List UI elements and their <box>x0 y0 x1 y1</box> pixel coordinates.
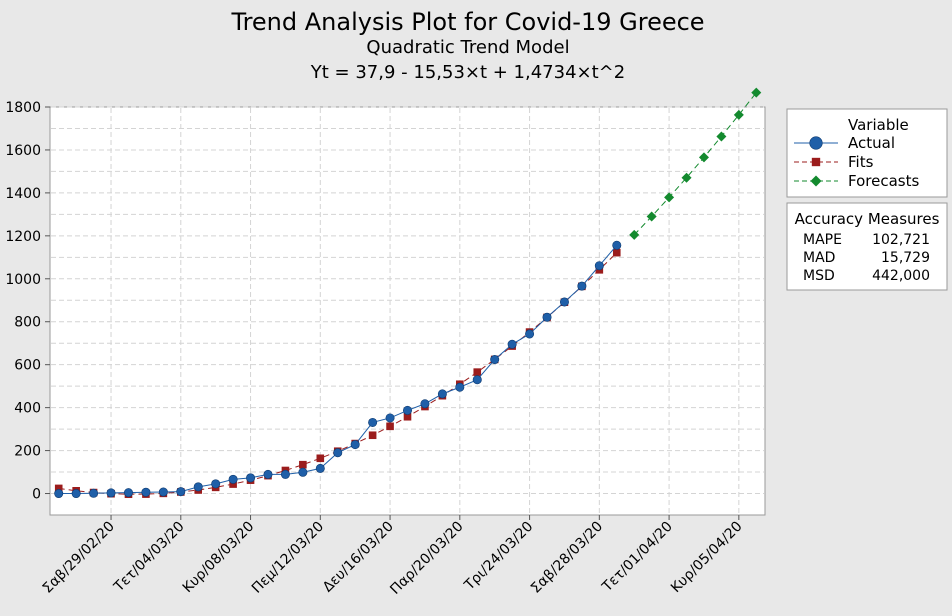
gridlines <box>51 106 764 514</box>
legend-label-fits: Fits <box>848 153 874 171</box>
data-point-fits <box>54 484 63 493</box>
accuracy-label: MAD <box>803 250 835 266</box>
x-tick-label: Κυρ/08/03/20 <box>180 519 258 597</box>
accuracy-label: MAPE <box>803 232 842 248</box>
x-tick-label: Τετ/01/04/20 <box>599 519 676 596</box>
data-point-actual <box>455 382 465 392</box>
trend-equation: Yt = 37,9 - 15,53×t + 1,4734×t^2 <box>310 62 625 83</box>
data-point-actual <box>141 487 151 497</box>
x-tick-label: Σαβ/29/02/20 <box>40 519 118 597</box>
data-point-fits <box>229 480 237 488</box>
chart-subtitle: Quadratic Trend Model <box>366 37 569 58</box>
data-point-actual <box>158 487 168 497</box>
data-point-actual <box>246 473 256 483</box>
data-point-forecasts <box>733 109 744 120</box>
x-tick-label: Κυρ/05/04/20 <box>668 519 746 597</box>
y-tick-label: 400 <box>14 401 41 417</box>
data-point-forecasts <box>716 131 727 142</box>
data-point-fits <box>368 431 377 440</box>
y-tick-label: 1800 <box>5 100 41 116</box>
x-axis: Σαβ/29/02/20Τετ/04/03/20Κυρ/08/03/20Πεμ/… <box>40 515 746 598</box>
plot-area <box>49 106 766 516</box>
y-tick-label: 1600 <box>5 143 41 159</box>
series-layer <box>54 87 762 499</box>
series-line-forecasts <box>633 92 757 236</box>
data-point-actual <box>437 389 447 399</box>
data-point-actual <box>542 312 552 322</box>
y-tick-label: 800 <box>14 315 41 331</box>
data-point-forecasts <box>698 152 709 163</box>
accuracy-label: MSD <box>803 268 835 284</box>
data-point-fits <box>403 412 412 421</box>
data-point-actual <box>490 355 500 365</box>
data-point-actual <box>298 467 308 477</box>
x-tick-label: Πεμ/12/03/20 <box>249 519 327 597</box>
data-point-actual <box>420 399 430 409</box>
series-forecasts <box>629 87 762 240</box>
data-point-actual <box>211 479 221 489</box>
data-point-actual <box>577 281 587 291</box>
x-tick-label: Τρι/24/03/20 <box>461 519 537 595</box>
data-point-actual <box>123 488 133 498</box>
data-point-actual <box>89 488 99 498</box>
x-tick-label: Παρ/20/03/20 <box>387 519 466 598</box>
x-tick-label: Σαβ/28/03/20 <box>528 519 606 597</box>
data-point-actual <box>559 297 569 307</box>
data-point-actual <box>472 375 482 385</box>
accuracy-value: 102,721 <box>872 232 930 248</box>
data-point-actual <box>315 463 325 473</box>
data-point-fits <box>386 422 394 431</box>
series-actual <box>54 240 622 499</box>
data-point-actual <box>525 329 535 339</box>
y-tick-label: 1000 <box>5 272 41 288</box>
data-point-actual <box>594 261 604 271</box>
y-tick-label: 0 <box>32 487 41 503</box>
data-point-actual <box>71 489 81 499</box>
data-point-actual <box>507 339 517 349</box>
data-point-actual <box>333 448 343 458</box>
y-tick-label: 200 <box>14 444 41 460</box>
data-point-forecasts <box>664 192 675 203</box>
data-point-forecasts <box>629 229 640 240</box>
data-point-forecasts <box>646 211 657 222</box>
data-point-fits <box>473 368 482 376</box>
legend-label-forecasts: Forecasts <box>848 172 919 190</box>
legend-marker-forecasts <box>810 175 822 187</box>
accuracy-value: 15,729 <box>881 250 930 266</box>
data-point-forecasts <box>681 172 692 183</box>
accuracy-value: 442,000 <box>872 268 930 284</box>
legend-title: Variable <box>848 116 909 134</box>
data-point-actual <box>263 469 273 479</box>
accuracy-measures: MAPE 102,721 MAD 15,729 MSD 442,000 <box>803 232 930 284</box>
data-point-actual <box>106 488 116 498</box>
data-point-actual <box>350 440 360 450</box>
x-tick-label: Τετ/04/03/20 <box>110 519 187 596</box>
data-point-actual <box>385 413 395 423</box>
accuracy-box <box>786 202 948 291</box>
data-point-actual <box>54 489 64 499</box>
data-point-actual <box>176 487 186 497</box>
data-point-actual <box>612 240 622 250</box>
legend-marker-fits <box>811 157 821 167</box>
x-tick-label: Δευ/16/03/20 <box>320 519 397 596</box>
legend-label-actual: Actual <box>848 134 895 152</box>
data-point-actual <box>368 417 378 427</box>
y-tick-label: 1200 <box>5 229 41 245</box>
data-point-forecasts <box>751 87 762 98</box>
y-tick-label: 600 <box>14 358 41 374</box>
legend-marker-actual <box>809 136 823 150</box>
data-point-actual <box>193 482 203 492</box>
data-point-fits <box>299 460 307 469</box>
data-point-fits <box>316 454 325 463</box>
data-point-fits <box>612 248 621 257</box>
chart-title: Trend Analysis Plot for Covid-19 Greece <box>230 8 704 36</box>
accuracy-title: Accuracy Measures <box>795 210 940 228</box>
data-point-actual <box>280 469 290 479</box>
data-point-actual <box>228 474 238 484</box>
data-point-actual <box>402 405 412 415</box>
y-axis: 0 200 400 600 800 1000 1200 1400 1600 1800 <box>5 100 50 503</box>
y-tick-label: 1400 <box>5 186 41 202</box>
